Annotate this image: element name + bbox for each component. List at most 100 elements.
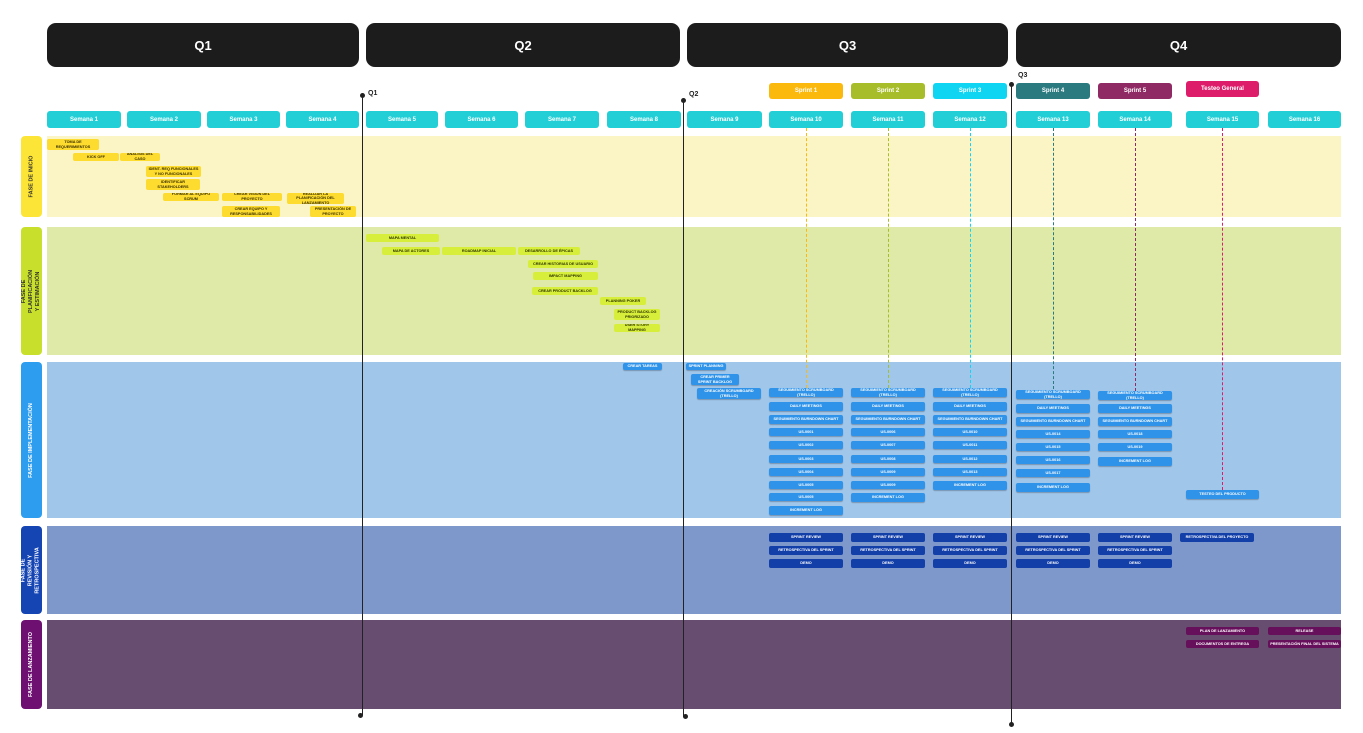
s2-task: US-0009 <box>851 481 925 489</box>
milestone-q1-dot-top <box>360 93 365 98</box>
s2-sprint-review: SPRINT REVIEW <box>851 533 925 542</box>
s1-increment-log: INCREMENT LOG <box>769 506 843 515</box>
task-desarrollo-epicas: DESARROLLO DE ÉPICAS <box>518 247 580 255</box>
s1-demo: DEMO <box>769 559 843 568</box>
task-crear-product-backlog: CREAR PRODUCT BACKLOG <box>532 287 598 295</box>
milestone-q2-line <box>683 100 684 717</box>
week-1: Semana 1 <box>47 111 121 128</box>
s1-task: US-0004 <box>769 468 843 476</box>
milestone-q2-dot-bottom <box>683 714 688 719</box>
milestone-q2-dot-top <box>681 98 686 103</box>
task-analisis-caso: ANÁLISIS DEL CASO <box>120 153 160 161</box>
s3-sprint-review: SPRINT REVIEW <box>933 533 1007 542</box>
task-formar-equipo-scrum: FORMAR AL EQUIPO SCRUM <box>163 193 219 201</box>
task-product-backlog-priorizado: PRODUCT BACKLOG PRIORIZADO <box>614 309 660 320</box>
week-5: Semana 5 <box>366 111 438 128</box>
s3-increment-log: INCREMENT LOG <box>933 481 1007 490</box>
week-8: Semana 8 <box>607 111 681 128</box>
s5-retrospectiva: RETROSPECTIVA DEL SPRINT <box>1098 546 1172 555</box>
s5-demo: DEMO <box>1098 559 1172 568</box>
sprint-3-header: Sprint 3 <box>933 83 1007 99</box>
task-crear-equipo: CREAR EQUIPO Y RESPONSABILIDADES <box>222 206 280 217</box>
task-sprint-planning: SPRINT PLANNING <box>686 363 726 370</box>
milestone-q3-dot-bottom <box>1009 722 1014 727</box>
s3-demo: DEMO <box>933 559 1007 568</box>
s2-seguimiento-scrumboard: SEGUIMIENTO SCRUMBOARD (TRELLO) <box>851 388 925 397</box>
phase-label-lanzamiento: FASE DE LANZAMIENTO <box>21 620 42 709</box>
week-12: Semana 12 <box>933 111 1007 128</box>
s2-task: US-0006 <box>851 428 925 436</box>
s1-task: US-0002 <box>769 441 843 449</box>
s5-task: US-0019 <box>1098 443 1172 451</box>
task-toma-requerimientos: TOMA DE REQUERIMIENTOS <box>47 139 99 150</box>
sprint-1-line <box>806 128 807 388</box>
s4-task: US-0017 <box>1016 469 1090 477</box>
s1-daily-meetings: DAILY MEETINGS <box>769 402 843 411</box>
s4-burndown: SEGUIMIENTO BURNDOWN CHART <box>1016 417 1090 426</box>
milestone-q1-label: Q1 <box>368 90 378 97</box>
task-documentos-entrega: DOCUMENTOS DE ENTREGA <box>1186 640 1259 648</box>
week-3: Semana 3 <box>207 111 280 128</box>
week-15: Semana 15 <box>1186 111 1259 128</box>
week-2: Semana 2 <box>127 111 201 128</box>
s1-task: US-0005 <box>769 493 843 501</box>
sprint-4-line <box>1053 128 1054 389</box>
milestone-q3-line <box>1011 84 1012 726</box>
band-implementacion <box>47 362 1341 518</box>
sprint-5-line <box>1135 128 1136 391</box>
s1-task: US-0003 <box>769 455 843 463</box>
task-planificacion-lanzamiento: REALIZAR LA PLANIFICACIÓN DEL LANZAMIENT… <box>287 193 344 204</box>
task-kick-off: KICK OFF <box>73 153 119 161</box>
s2-task: US-0007 <box>851 441 925 449</box>
phase-label-implementacion: FASE DE IMPLEMENTACIÓN <box>21 362 42 518</box>
task-plan-lanzamiento: PLAN DE LANZAMIENTO <box>1186 627 1259 635</box>
milestone-q3-label: Q3 <box>1018 72 1028 79</box>
s4-daily-meetings: DAILY MEETINGS <box>1016 404 1090 413</box>
task-presentacion-final: PRESENTACIÓN FINAL DEL SISTEMA <box>1268 640 1341 648</box>
week-4: Semana 4 <box>286 111 359 128</box>
week-6: Semana 6 <box>445 111 518 128</box>
week-10: Semana 10 <box>769 111 843 128</box>
s5-sprint-review: SPRINT REVIEW <box>1098 533 1172 542</box>
task-crear-tareas: CREAR TAREAS <box>623 363 662 370</box>
milestone-q2-label: Q2 <box>689 91 699 98</box>
s5-task: US-0018 <box>1098 430 1172 438</box>
band-lanzamiento <box>47 620 1341 709</box>
week-7: Semana 7 <box>525 111 599 128</box>
s5-seguimiento-scrumboard: SEGUIMIENTO SCRUMBOARD (TRELLO) <box>1098 391 1172 400</box>
s3-task: US-0013 <box>933 468 1007 476</box>
week-9: Semana 9 <box>687 111 762 128</box>
s1-burndown: SEGUIMIENTO BURNDOWN CHART <box>769 415 843 424</box>
quarter-q1: Q1 <box>47 23 359 67</box>
s5-burndown: SEGUIMIENTO BURNDOWN CHART <box>1098 417 1172 426</box>
s3-retrospectiva: RETROSPECTIVA DEL SPRINT <box>933 546 1007 555</box>
week-16: Semana 16 <box>1268 111 1341 128</box>
task-identificar-stakeholders: IDENTIFICAR STAKEHOLDERS <box>146 179 200 190</box>
s3-burndown: SEGUIMIENTO BURNDOWN CHART <box>933 415 1007 424</box>
week-13: Semana 13 <box>1016 111 1090 128</box>
s2-demo: DEMO <box>851 559 925 568</box>
task-mapa-mental: MAPA MENTAL <box>366 234 439 242</box>
quarter-q2: Q2 <box>366 23 680 67</box>
sprint-4-header: Sprint 4 <box>1016 83 1090 99</box>
s4-task: US-0014 <box>1016 430 1090 438</box>
task-testeo-producto: TESTEO DEL PRODUCTO <box>1186 490 1259 499</box>
s3-task: US-0011 <box>933 441 1007 449</box>
task-roadmap-inicial: ROADMAP INICIAL <box>442 247 516 255</box>
task-release: RELEASE <box>1268 627 1341 635</box>
week-14: Semana 14 <box>1098 111 1172 128</box>
testeo-line <box>1222 128 1223 490</box>
task-primer-sprint-backlog: CREAR PRIMER SPRINT BACKLOG <box>691 374 739 385</box>
band-planificacion <box>47 227 1341 355</box>
s2-burndown: SEGUIMIENTO BURNDOWN CHART <box>851 415 925 424</box>
phase-label-planificacion: FASE DE PLANIFICACIÓN Y ESTIMACIÓN <box>21 227 42 355</box>
quarter-q3: Q3 <box>687 23 1008 67</box>
s1-task: US-0005 <box>769 481 843 489</box>
s5-daily-meetings: DAILY MEETINGS <box>1098 404 1172 413</box>
s3-seguimiento-scrumboard: SEGUIMIENTO SCRUMBOARD (TRELLO) <box>933 388 1007 397</box>
quarter-q4: Q4 <box>1016 23 1341 67</box>
s5-increment-log: INCREMENT LOG <box>1098 457 1172 466</box>
s2-daily-meetings: DAILY MEETINGS <box>851 402 925 411</box>
task-retrospectiva-proyecto: RETROSPECTIVA DEL PROYECTO <box>1180 533 1254 542</box>
task-planning-poker: PLANNING POKER <box>600 297 646 305</box>
